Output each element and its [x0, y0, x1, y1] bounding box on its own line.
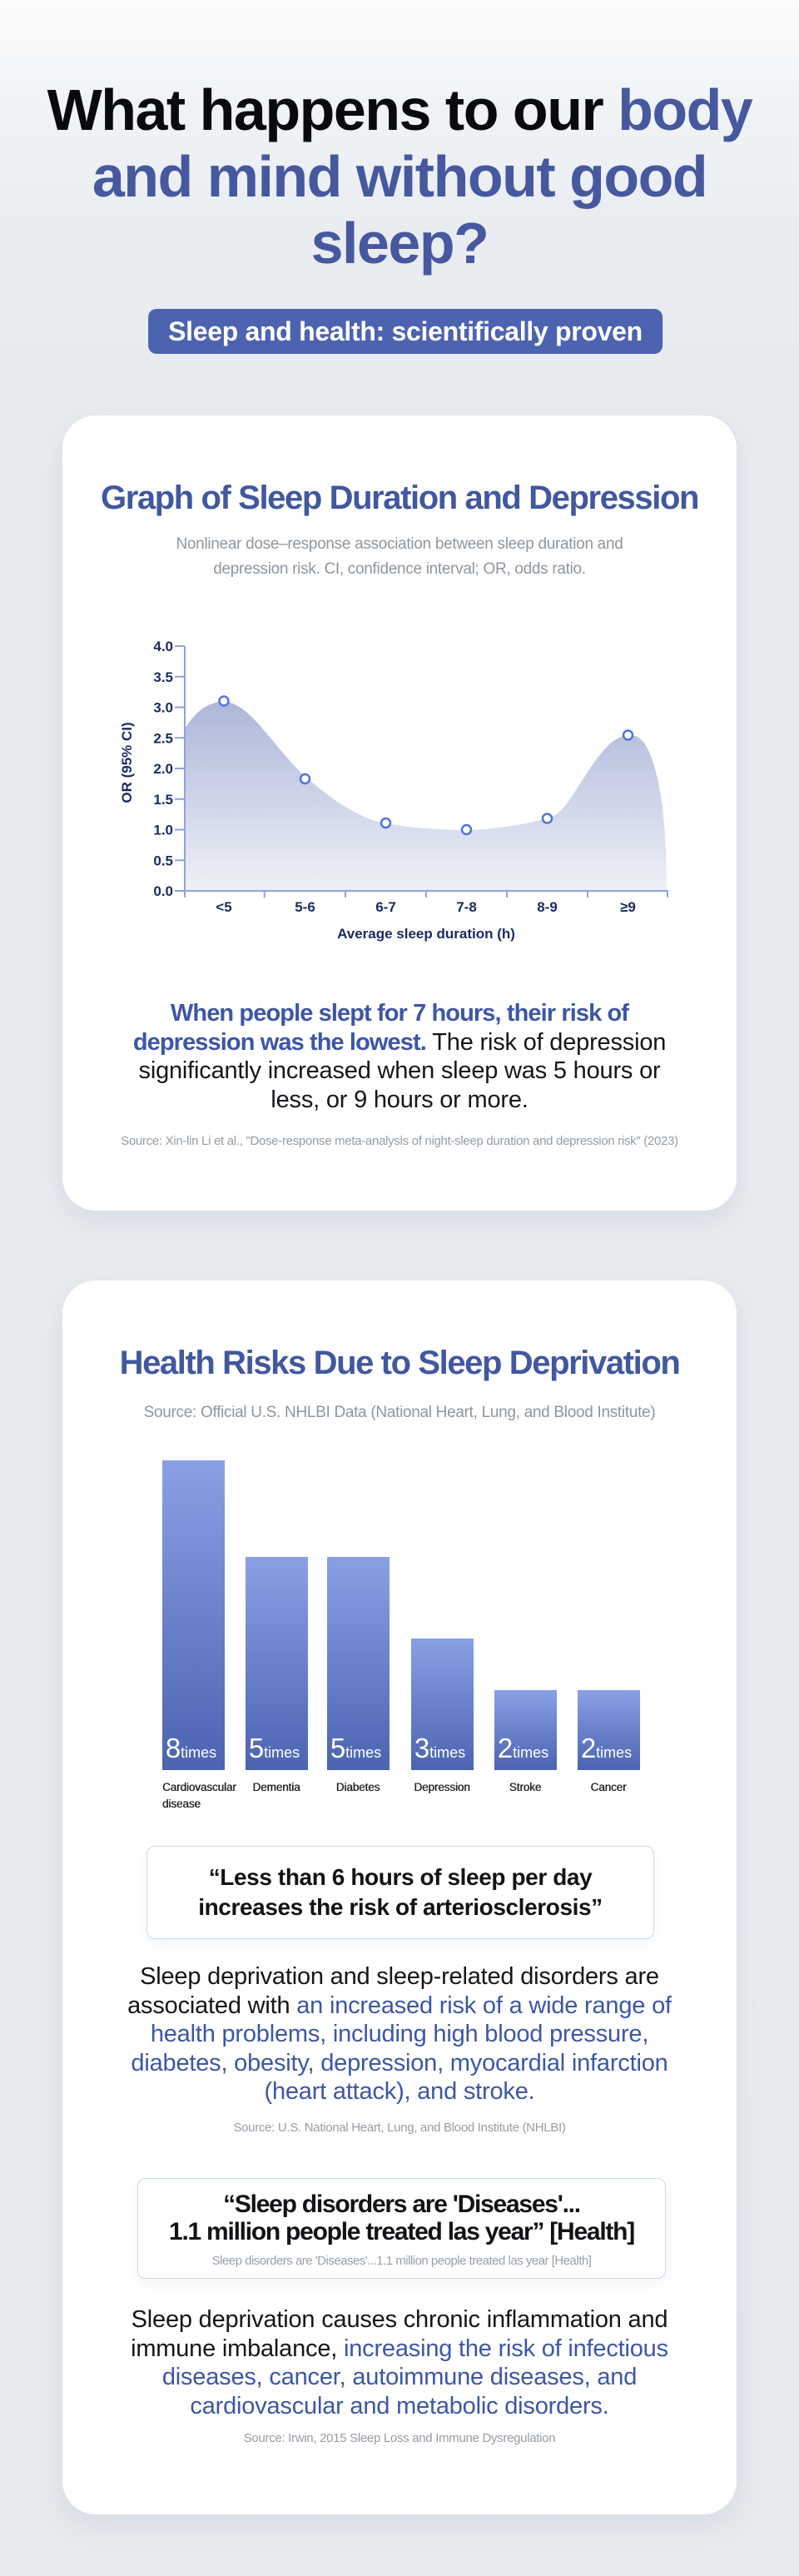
svg-text:≥9: ≥9 — [620, 899, 636, 915]
svg-text:0.5: 0.5 — [153, 853, 173, 868]
svg-text:3.5: 3.5 — [153, 669, 173, 685]
svg-text:4.0: 4.0 — [153, 639, 173, 654]
svg-text:2.0: 2.0 — [153, 761, 173, 777]
svg-text:5-6: 5-6 — [295, 899, 315, 915]
svg-text:6-7: 6-7 — [375, 899, 396, 915]
svg-text:0.0: 0.0 — [153, 883, 173, 899]
svg-text:1.0: 1.0 — [153, 823, 173, 838]
svg-text:<5: <5 — [216, 899, 231, 915]
svg-text:Average sleep duration (h): Average sleep duration (h) — [337, 926, 515, 942]
svg-text:2.5: 2.5 — [153, 730, 173, 746]
svg-text:3.0: 3.0 — [153, 700, 173, 716]
svg-text:7-8: 7-8 — [456, 899, 477, 915]
svg-text:OR (95% CI): OR (95% CI) — [119, 722, 135, 803]
svg-text:1.5: 1.5 — [153, 792, 173, 808]
svg-text:8-9: 8-9 — [537, 899, 558, 915]
